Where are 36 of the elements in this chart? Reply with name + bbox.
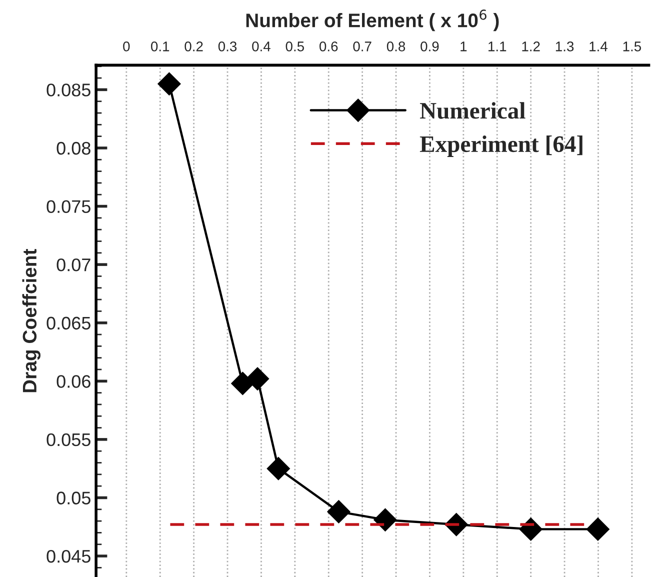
x-tick-label: 0.7 [353,42,372,52]
x-tick-label: 0.5 [286,42,304,52]
x-tick-label: 1.3 [556,42,574,52]
y-tick-label: 0.065 [46,316,90,330]
x-tick-label: 1.1 [488,42,506,52]
y-tick-label: 0.06 [56,375,90,388]
x-tick-label: 0.3 [218,42,237,52]
y-tick-label: 0.07 [56,258,90,272]
point [266,457,290,480]
x-tick-label: 0 [123,42,130,52]
x-tick-label: 0.9 [420,42,439,52]
x-tick-label: 1.4 [590,42,608,52]
point [374,508,397,532]
point [231,372,254,395]
x-tick-label: 1.5 [623,42,642,52]
x-tick-label: 0.4 [252,42,270,52]
y-axis-title: Drag Coeffcient [22,248,40,392]
x-tick-label: 0.1 [150,42,170,52]
point [327,500,350,524]
point [586,518,610,541]
x-tick-label: 1 [460,42,467,52]
x-tick-label: 1.2 [522,42,540,52]
y-tick-label: 0.075 [46,200,90,213]
x-axis-title: Number of Element ( x 10$^{6}$ ) [246,10,499,32]
x-tick-label: 0.8 [386,42,406,52]
y-tick-label: 0.05 [56,492,90,504]
y-tick-label: 0.055 [46,433,90,446]
point [158,72,181,96]
legend-label: Numerical [420,102,526,119]
x-tick-label: 0.2 [184,42,203,52]
y-tick-label: 0.045 [46,550,90,563]
y-tick-label: 0.08 [56,142,90,155]
legend-label: Experiment [64] [420,136,582,157]
point [246,367,269,390]
x-tick-label: 0.6 [320,42,338,52]
y-tick-label: 0.085 [46,84,90,96]
